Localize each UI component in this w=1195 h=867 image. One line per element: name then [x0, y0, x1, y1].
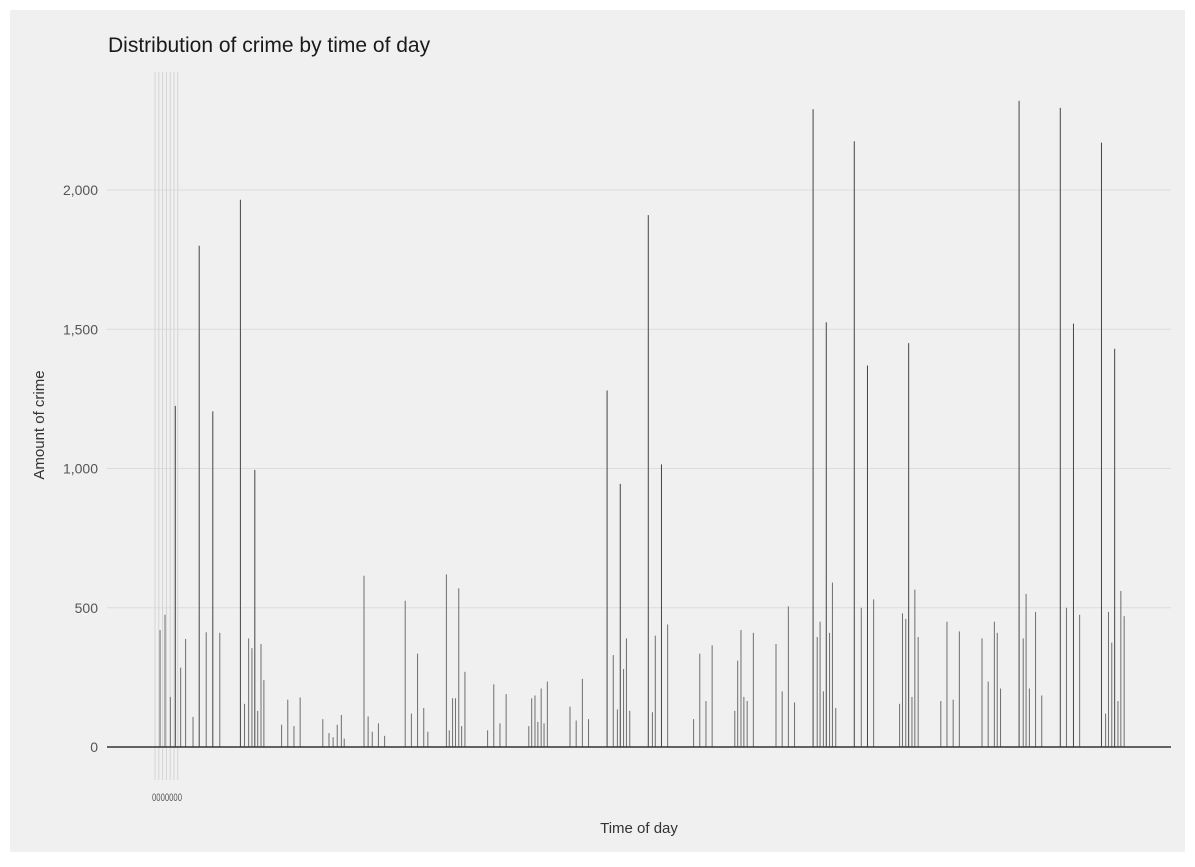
y-tick-label: 1,500	[63, 321, 98, 337]
panel-background	[10, 10, 1185, 852]
y-tick-label: 2,000	[63, 182, 98, 198]
y-tick-label: 500	[75, 600, 99, 616]
x-axis-label: Time of day	[600, 820, 678, 837]
y-tick-label: 0	[90, 739, 98, 755]
gridlines	[107, 189, 1171, 609]
y-axis-label: Amount of crime	[31, 370, 48, 479]
y-tick-labels: 0 500 1,000 1,500 2,000	[63, 182, 98, 755]
bars	[159, 100, 1125, 747]
chart-title: Distribution of crime by time of day	[108, 34, 431, 57]
x-tick-overlap-lines	[154, 72, 179, 780]
x-tick-label-overlap: 0000000	[152, 792, 182, 804]
y-tick-label: 1,000	[63, 461, 98, 477]
